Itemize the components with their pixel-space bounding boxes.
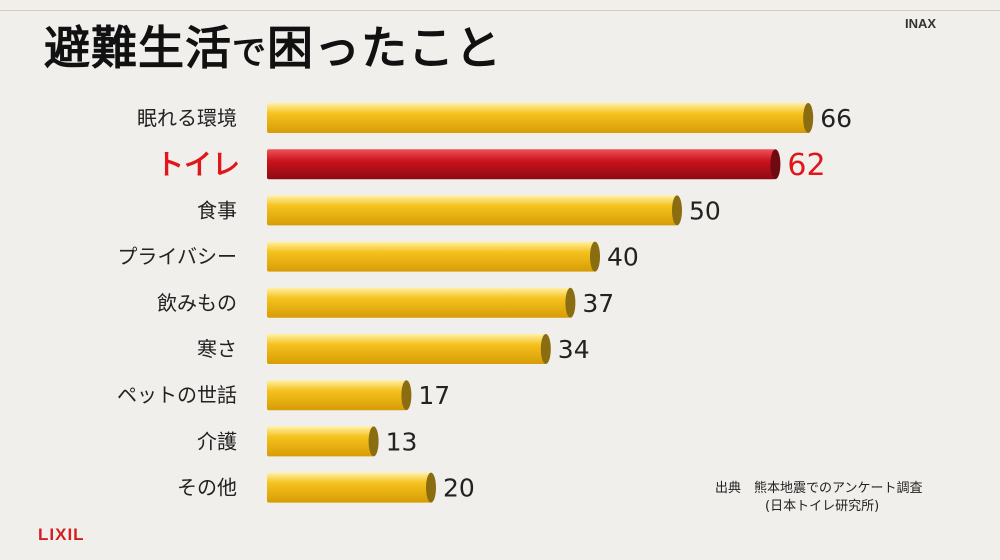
- bar: [267, 334, 546, 364]
- category-label: 眠れる環境: [137, 106, 237, 130]
- category-label: トイレ: [156, 148, 240, 181]
- title-particle: で: [232, 33, 267, 73]
- value-label: 17: [418, 381, 450, 410]
- category-label: 介護: [197, 429, 237, 453]
- category-label: 食事: [197, 198, 237, 222]
- category-label: プライバシー: [117, 245, 237, 269]
- top-divider: [0, 10, 1000, 11]
- source-line-2: (日本トイレ研究所): [765, 499, 880, 514]
- category-label: ペットの世話: [117, 383, 237, 407]
- bar: [267, 287, 571, 318]
- value-label: 34: [558, 335, 590, 364]
- title-rest: 困ったこと: [267, 21, 502, 75]
- value-label: 50: [689, 196, 721, 225]
- bar: [267, 426, 374, 457]
- bar-end-cap: [426, 472, 436, 503]
- category-label: 寒さ: [197, 337, 237, 361]
- bar-end-cap: [770, 149, 781, 180]
- value-label: 13: [386, 427, 418, 456]
- bar-end-cap: [590, 241, 600, 272]
- page-title: 避難生活で困ったこと: [44, 18, 502, 83]
- bar: [267, 149, 776, 180]
- value-label: 40: [607, 243, 639, 272]
- bar-end-cap: [565, 287, 576, 318]
- bar: [267, 241, 595, 272]
- value-label: 62: [787, 148, 825, 183]
- source-note: 出典 熊本地震でのアンケート調査 (日本トイレ研究所): [715, 480, 922, 516]
- bar: [267, 472, 431, 503]
- bar-end-cap: [368, 426, 379, 457]
- category-label: その他: [177, 476, 237, 500]
- title-main: 避難生活: [44, 21, 232, 75]
- bar: [267, 380, 407, 411]
- bar-end-cap: [803, 103, 814, 133]
- inax-logo: INAX: [905, 16, 937, 31]
- bar-end-cap: [540, 334, 551, 364]
- bar: [267, 103, 809, 133]
- value-label: 66: [820, 104, 852, 133]
- value-label: 20: [443, 474, 475, 503]
- category-label: 飲みもの: [157, 291, 237, 315]
- bar-end-cap: [401, 380, 412, 411]
- value-label: 37: [582, 289, 614, 318]
- bar-end-cap: [672, 195, 682, 226]
- bar: [267, 195, 677, 226]
- source-line-1: 出典 熊本地震でのアンケート調査: [715, 481, 923, 496]
- lixil-logo: LIXIL: [38, 525, 85, 544]
